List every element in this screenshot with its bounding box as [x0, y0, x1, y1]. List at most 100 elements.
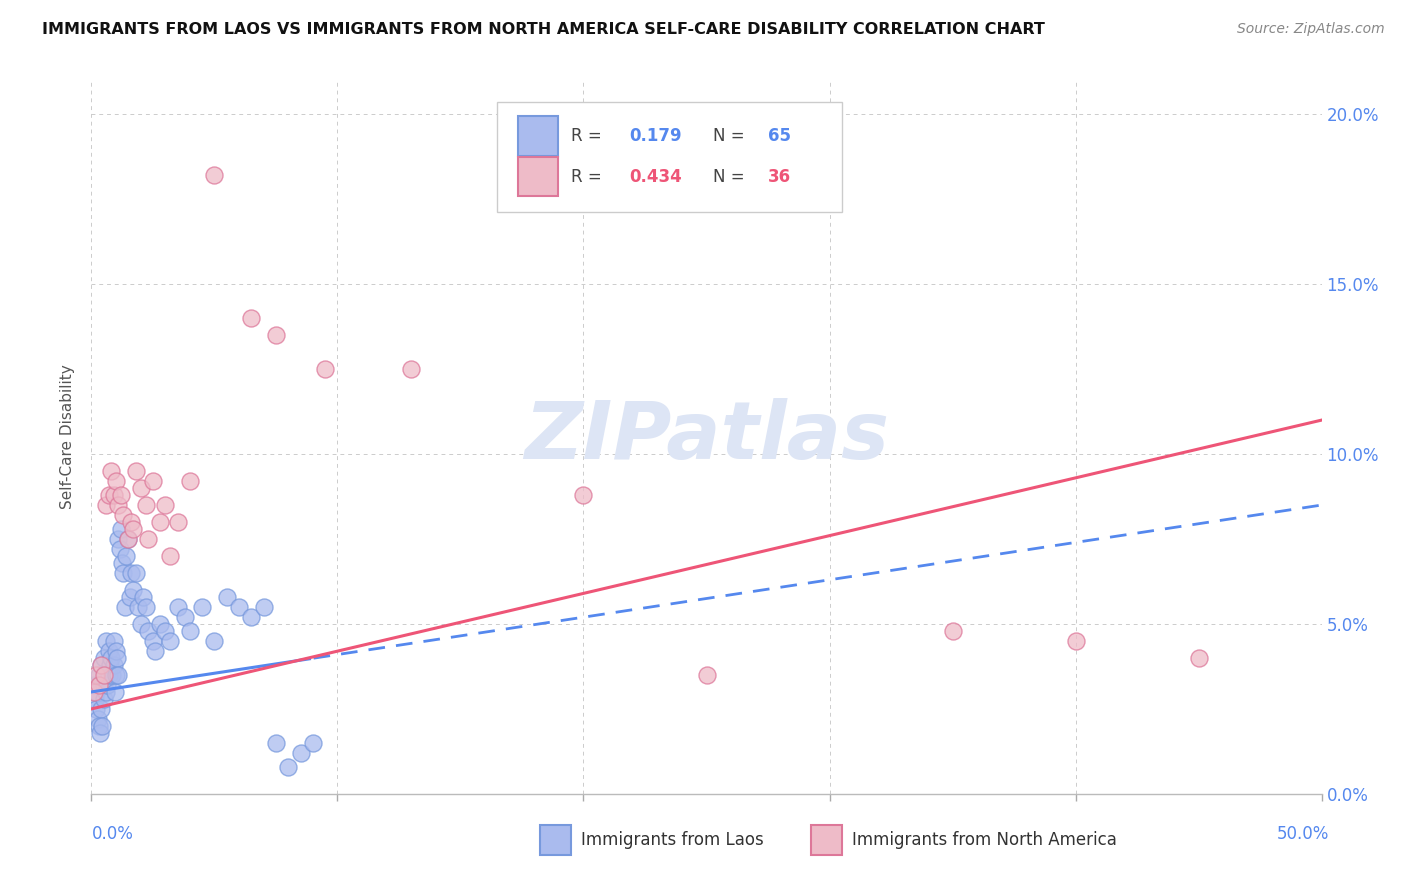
Point — [277, 760, 299, 774]
Point — [107, 668, 129, 682]
Point — [153, 498, 177, 512]
Point — [93, 651, 115, 665]
Point — [117, 532, 139, 546]
Point — [86, 685, 108, 699]
Point — [105, 644, 127, 658]
Point — [142, 634, 165, 648]
Text: Source: ZipAtlas.com: Source: ZipAtlas.com — [1237, 22, 1385, 37]
Text: 0.434: 0.434 — [628, 168, 682, 186]
Point — [159, 549, 181, 563]
Point — [135, 498, 157, 512]
Point — [149, 617, 172, 632]
Point — [253, 599, 276, 614]
Point — [87, 668, 110, 682]
FancyBboxPatch shape — [519, 116, 558, 155]
Text: 0.179: 0.179 — [628, 127, 682, 145]
Point — [103, 634, 125, 648]
Point — [90, 657, 112, 672]
Point — [314, 362, 336, 376]
Point — [103, 488, 125, 502]
Text: ZIPatlas: ZIPatlas — [524, 398, 889, 476]
Point — [84, 691, 107, 706]
Point — [215, 590, 238, 604]
Point — [118, 590, 141, 604]
Point — [179, 624, 201, 638]
Point — [124, 464, 148, 478]
Point — [111, 556, 134, 570]
Text: R =: R = — [571, 168, 607, 186]
Point — [122, 582, 145, 597]
Text: N =: N = — [713, 127, 749, 145]
Point — [117, 532, 139, 546]
Point — [120, 515, 142, 529]
Point — [96, 498, 117, 512]
Point — [110, 488, 132, 502]
Point — [202, 634, 225, 648]
Point — [107, 498, 129, 512]
Point — [112, 566, 135, 580]
Point — [86, 712, 108, 726]
Point — [120, 566, 142, 580]
Point — [97, 488, 120, 502]
Point — [98, 657, 121, 672]
Point — [191, 599, 214, 614]
Point — [132, 590, 155, 604]
Point — [96, 634, 117, 648]
Text: R =: R = — [571, 127, 607, 145]
Point — [129, 617, 152, 632]
Point — [90, 657, 112, 672]
Text: 65: 65 — [768, 127, 792, 145]
Point — [153, 624, 177, 638]
Point — [104, 685, 127, 699]
FancyBboxPatch shape — [811, 824, 842, 855]
Point — [136, 624, 159, 638]
Point — [105, 668, 127, 682]
Point — [96, 678, 118, 692]
Point — [264, 328, 287, 343]
Point — [100, 651, 122, 665]
Point — [97, 644, 120, 658]
Point — [941, 624, 963, 638]
Text: N =: N = — [713, 168, 749, 186]
Point — [240, 311, 263, 326]
Point — [127, 599, 149, 614]
Point — [86, 668, 108, 682]
Point — [145, 644, 166, 658]
Point — [105, 651, 128, 665]
Point — [89, 725, 111, 739]
Point — [202, 169, 225, 183]
Point — [136, 532, 159, 546]
Point — [83, 678, 105, 692]
Point — [572, 488, 595, 502]
Point — [135, 599, 157, 614]
Point — [93, 678, 115, 692]
Point — [149, 515, 172, 529]
Point — [264, 736, 287, 750]
Point — [399, 362, 422, 376]
Point — [166, 515, 188, 529]
Point — [112, 508, 135, 523]
Point — [100, 464, 122, 478]
Point — [93, 691, 115, 706]
FancyBboxPatch shape — [519, 157, 558, 196]
Text: Immigrants from North America: Immigrants from North America — [852, 830, 1116, 848]
Point — [301, 736, 323, 750]
Point — [695, 668, 717, 682]
Point — [1064, 634, 1087, 648]
Point — [114, 599, 136, 614]
Text: 0.0%: 0.0% — [91, 825, 134, 843]
Text: 50.0%: 50.0% — [1277, 825, 1329, 843]
Point — [87, 678, 110, 692]
Point — [97, 668, 120, 682]
Point — [159, 634, 181, 648]
Point — [86, 702, 108, 716]
Point — [105, 475, 127, 489]
FancyBboxPatch shape — [498, 102, 842, 212]
Point — [87, 719, 110, 733]
Point — [114, 549, 138, 563]
Point — [107, 532, 129, 546]
Point — [90, 702, 112, 716]
Point — [174, 610, 197, 624]
Point — [93, 668, 115, 682]
Point — [91, 719, 114, 733]
